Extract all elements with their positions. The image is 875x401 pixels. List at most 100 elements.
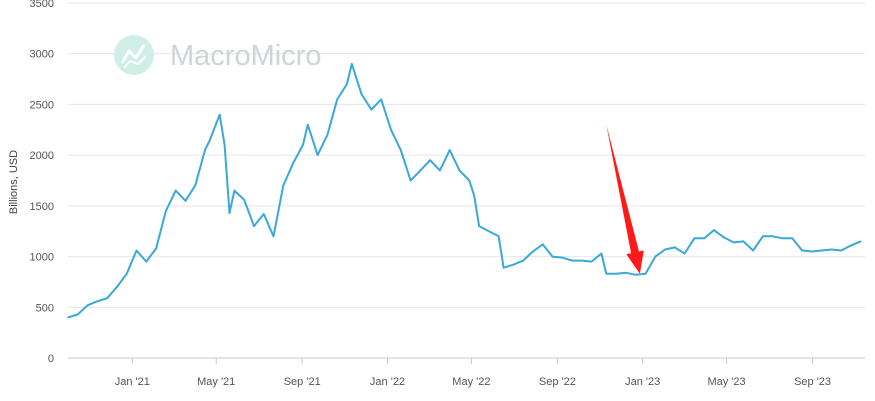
data-point bbox=[218, 113, 221, 116]
data-point bbox=[400, 149, 402, 151]
annotations bbox=[606, 124, 644, 274]
data-point bbox=[644, 273, 647, 275]
y-tick-label: 1500 bbox=[30, 201, 54, 213]
data-point bbox=[605, 273, 608, 275]
data-point bbox=[801, 249, 803, 252]
x-tick-label: Sep '21 bbox=[284, 376, 321, 388]
data-point bbox=[683, 252, 686, 255]
data-point bbox=[174, 189, 177, 192]
data-point bbox=[532, 250, 534, 253]
data-point bbox=[732, 241, 735, 244]
y-tick-label: 3500 bbox=[30, 0, 54, 10]
x-tick-label: Sep '22 bbox=[539, 376, 576, 388]
data-point bbox=[106, 297, 108, 300]
data-point bbox=[497, 235, 500, 238]
data-point bbox=[77, 313, 79, 316]
y-tick-label: 1000 bbox=[30, 252, 54, 264]
data-point bbox=[522, 259, 524, 262]
data-point bbox=[233, 189, 236, 192]
data-point bbox=[615, 273, 617, 275]
data-point bbox=[409, 179, 412, 182]
data-point bbox=[228, 212, 231, 214]
data-point bbox=[184, 200, 187, 202]
data-point bbox=[165, 210, 167, 212]
data-point bbox=[370, 108, 373, 111]
series-group bbox=[67, 62, 862, 319]
data-point bbox=[204, 149, 206, 151]
data-point bbox=[634, 274, 637, 276]
y-tick-label: 2000 bbox=[30, 150, 54, 162]
data-point bbox=[282, 184, 285, 187]
data-point bbox=[458, 169, 461, 172]
data-point bbox=[194, 184, 196, 187]
y-tick-label: 2500 bbox=[30, 99, 54, 111]
y-tick-label: 500 bbox=[36, 302, 54, 314]
y-tick-label: 3000 bbox=[30, 49, 54, 61]
watermark: MacroMicro bbox=[114, 35, 321, 75]
data-point bbox=[781, 237, 784, 240]
x-tick-label: May '23 bbox=[707, 376, 745, 388]
data-point bbox=[439, 169, 441, 172]
data-point bbox=[419, 169, 422, 172]
y-axis-title: Billions, USD bbox=[8, 150, 20, 214]
x-tick-label: Sep '23 bbox=[794, 376, 831, 388]
data-point bbox=[145, 260, 148, 263]
data-point bbox=[302, 144, 304, 146]
data-point bbox=[478, 225, 480, 227]
data-point bbox=[742, 240, 745, 243]
data-point bbox=[307, 123, 309, 126]
data-point bbox=[551, 255, 554, 258]
data-point bbox=[390, 129, 392, 131]
data-point bbox=[512, 263, 515, 266]
data-point bbox=[155, 247, 157, 250]
data-point bbox=[625, 272, 627, 274]
data-point bbox=[830, 248, 833, 251]
data-point bbox=[488, 230, 490, 232]
annotation-arrow bbox=[606, 124, 644, 274]
data-point bbox=[346, 83, 348, 85]
data-point bbox=[263, 213, 265, 215]
data-point bbox=[272, 235, 275, 238]
data-point bbox=[429, 159, 431, 161]
x-tick-label: Jan '23 bbox=[625, 376, 660, 388]
data-point bbox=[752, 249, 754, 252]
data-point bbox=[67, 316, 69, 319]
data-point bbox=[581, 259, 583, 262]
data-point bbox=[292, 162, 294, 165]
data-point bbox=[811, 250, 813, 253]
data-point bbox=[380, 98, 383, 101]
data-point bbox=[86, 304, 89, 307]
watermark-text: MacroMicro bbox=[170, 40, 321, 72]
macromicro-logo-icon bbox=[114, 35, 154, 75]
data-point bbox=[840, 249, 842, 252]
data-point bbox=[351, 63, 353, 65]
data-point bbox=[116, 286, 118, 288]
data-point bbox=[223, 144, 226, 146]
data-point bbox=[590, 260, 593, 263]
data-point bbox=[316, 154, 319, 156]
data-point bbox=[96, 300, 99, 303]
data-point bbox=[473, 194, 476, 197]
data-point bbox=[502, 266, 505, 269]
data-point bbox=[336, 98, 339, 101]
x-axis-ticks: Jan '21 May '21 Sep '21 Jan '22 May '22 Sep '… bbox=[115, 358, 831, 388]
data-point bbox=[243, 199, 245, 201]
data-point bbox=[791, 237, 794, 240]
data-point bbox=[571, 259, 573, 262]
data-point bbox=[664, 248, 666, 251]
data-point bbox=[820, 249, 823, 252]
data-point bbox=[209, 139, 211, 141]
data-point bbox=[600, 252, 603, 255]
x-tick-label: Jan '21 bbox=[115, 376, 150, 388]
x-tick-label: May '21 bbox=[197, 376, 235, 388]
data-point bbox=[771, 235, 774, 238]
data-point bbox=[448, 149, 451, 151]
data-point bbox=[125, 273, 128, 275]
data-point bbox=[326, 134, 329, 136]
data-point bbox=[253, 225, 255, 227]
y-tick-label: 0 bbox=[48, 353, 54, 365]
data-point bbox=[850, 244, 852, 247]
data-point bbox=[135, 249, 138, 252]
x-tick-label: Jan '22 bbox=[370, 376, 405, 388]
